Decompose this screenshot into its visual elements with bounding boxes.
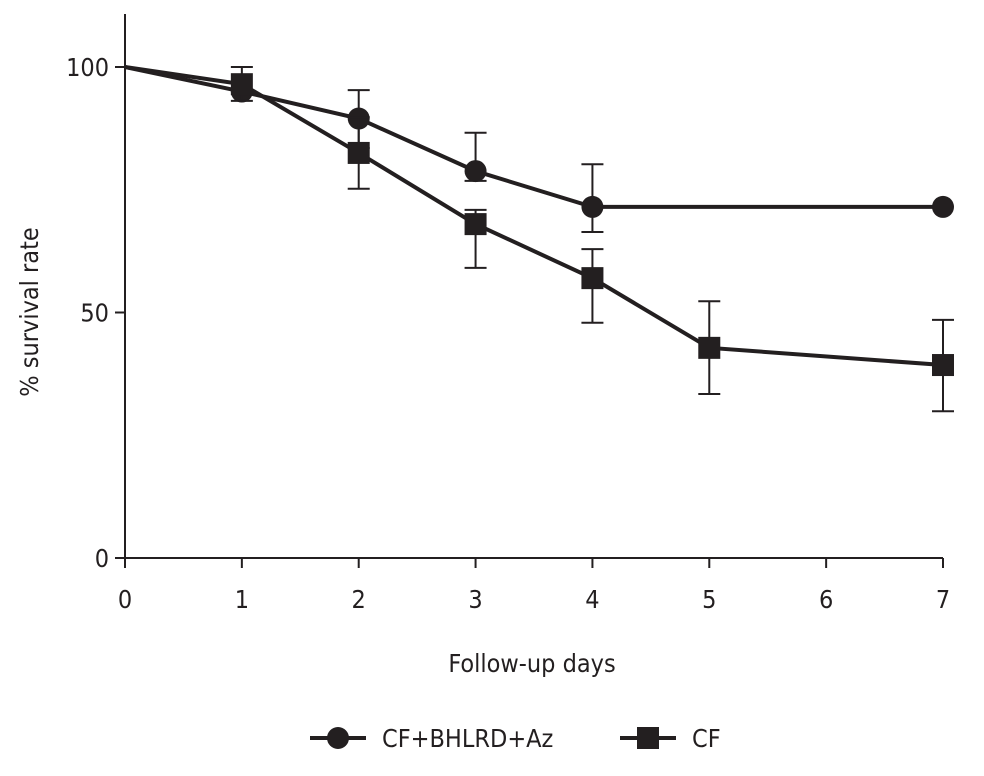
data-point xyxy=(347,141,370,164)
series-line xyxy=(124,65,944,368)
legend-marker xyxy=(637,727,659,749)
y-tick-label: 0 xyxy=(95,544,109,573)
x-axis-label: Follow-up days xyxy=(448,649,615,678)
legend: CF+BHLRD+Az CF xyxy=(310,724,721,753)
axes: 0 1 2 3 4 5 6 7 0 50 100 xyxy=(66,14,950,614)
x-tick-label: 2 xyxy=(352,585,366,614)
data-point xyxy=(932,354,954,377)
legend-label: CF+BHLRD+Az xyxy=(382,724,553,753)
x-tick-label: 1 xyxy=(235,585,249,614)
data-point xyxy=(932,195,954,218)
y-tick-label: 50 xyxy=(80,299,109,328)
series-cf xyxy=(124,65,954,413)
x-tick-label: 0 xyxy=(118,585,132,614)
y-tick-label: 100 xyxy=(66,53,109,82)
data-point xyxy=(464,160,487,183)
data-point xyxy=(581,267,604,290)
legend-marker xyxy=(327,727,349,749)
data-point xyxy=(230,73,253,96)
x-tick-label: 7 xyxy=(936,585,950,614)
x-tick-label: 6 xyxy=(819,585,833,614)
plot-area xyxy=(124,65,954,413)
data-point xyxy=(464,213,487,236)
series-line xyxy=(124,65,943,209)
data-point xyxy=(698,336,721,359)
legend-label: CF xyxy=(692,724,721,753)
x-tick-label: 5 xyxy=(702,585,716,614)
y-axis-label: % survival rate xyxy=(15,227,44,396)
x-tick-label: 4 xyxy=(585,585,599,614)
data-point xyxy=(581,195,604,218)
x-tick-label: 3 xyxy=(468,585,482,614)
